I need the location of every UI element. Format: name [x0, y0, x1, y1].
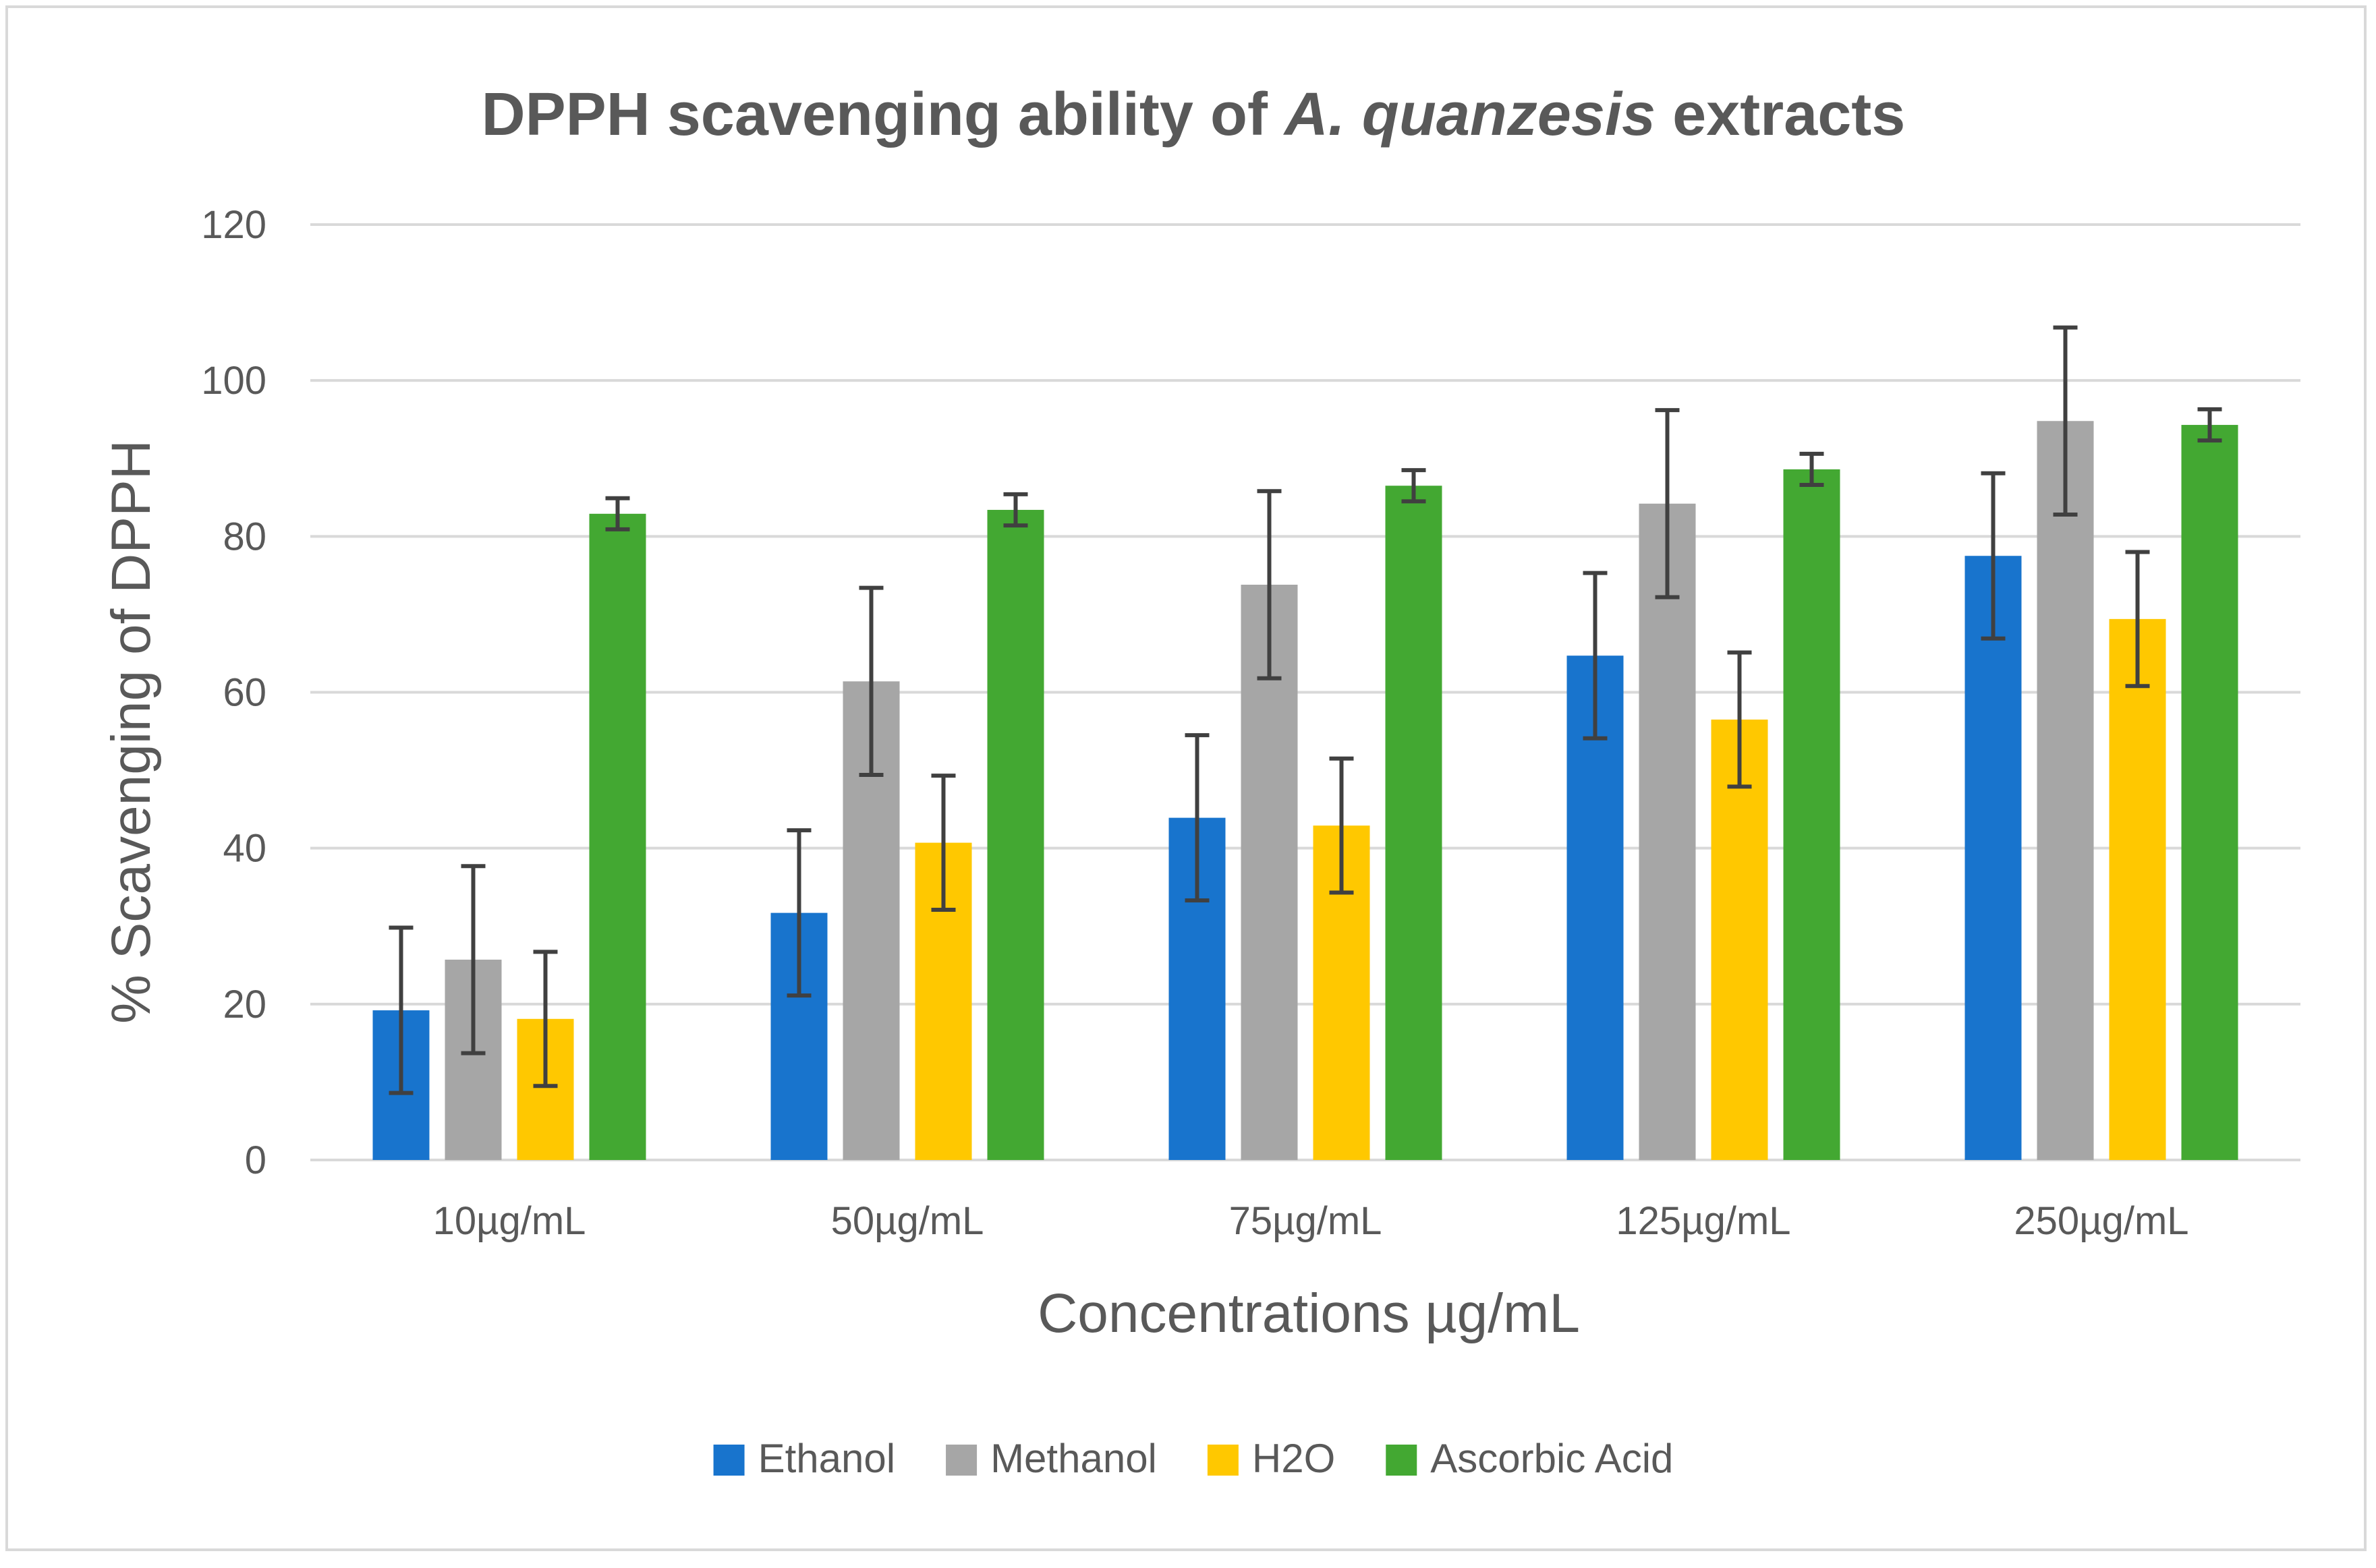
legend: Ethanol Methanol H2O Ascorbic Acid [713, 1436, 1673, 1481]
legend-item: Methanol [946, 1436, 1157, 1481]
error-bar [1003, 492, 1028, 528]
legend-label: Ethanol [758, 1436, 896, 1481]
legend-swatch [713, 1445, 745, 1476]
chart-title-suffix: extracts [1656, 81, 1905, 148]
y-axis-ticks: 0 20 40 60 80 100 120 [201, 203, 266, 1182]
bar-methanol [1639, 503, 1696, 1160]
chart-title-species: A. quanzesis [1283, 81, 1656, 148]
y-tick-label: 40 [223, 827, 266, 871]
error-bar [1583, 571, 1608, 741]
y-tick-label: 0 [245, 1138, 266, 1182]
x-tick-label: 250µg/mL [2014, 1199, 2188, 1243]
error-bar [2197, 407, 2222, 443]
error-bar [787, 828, 812, 998]
y-tick-label: 60 [223, 671, 266, 715]
legend-item: Ethanol [713, 1436, 896, 1481]
x-axis-title: Concentrations µg/mL [1038, 1283, 1580, 1344]
error-bars [389, 325, 2222, 1095]
error-bar [1727, 650, 1752, 789]
bar-ascorbic-acid [987, 510, 1044, 1160]
bar-ascorbic-acid [1385, 486, 1442, 1160]
legend-item: Ascorbic Acid [1386, 1436, 1673, 1481]
y-tick-label: 100 [201, 359, 266, 403]
bar-ascorbic-acid [1783, 469, 1840, 1160]
y-tick-label: 80 [223, 515, 266, 558]
error-bar [389, 925, 414, 1095]
bar-methanol [2037, 421, 2094, 1160]
y-tick-label: 20 [223, 983, 266, 1026]
y-tick-label: 120 [201, 203, 266, 247]
bars [372, 421, 2238, 1160]
legend-item: H2O [1207, 1436, 1335, 1481]
y-axis-title: % Scavenging of DPPH [101, 440, 162, 1024]
error-bar [1329, 756, 1354, 895]
x-tick-label: 50µg/mL [831, 1199, 984, 1243]
bar-ascorbic-acid [2181, 425, 2238, 1160]
legend-swatch [1207, 1445, 1239, 1476]
x-tick-label: 10µg/mL [433, 1199, 586, 1243]
error-bar [533, 950, 558, 1088]
bar-methanol [1241, 584, 1298, 1160]
x-tick-label: 75µg/mL [1229, 1199, 1382, 1243]
x-axis-ticks: 10µg/mL 50µg/mL 75µg/mL 125µg/mL 250µg/mL [433, 1199, 2189, 1243]
chart-title: DPPH scavenging ability of A. quanzesis … [482, 81, 1906, 148]
error-bar [1981, 471, 2006, 641]
legend-label: H2O [1252, 1436, 1335, 1481]
legend-swatch [1386, 1445, 1417, 1476]
legend-label: Methanol [990, 1436, 1157, 1481]
bar-h2o [2109, 618, 2166, 1160]
x-tick-label: 125µg/mL [1616, 1199, 1790, 1243]
error-bar [605, 496, 630, 531]
error-bar [2125, 550, 2150, 689]
bar-ethanol [1964, 556, 2022, 1160]
bar-h2o [1711, 719, 1768, 1160]
chart-title-prefix: DPPH scavenging ability of [482, 81, 1284, 148]
error-bar [859, 585, 884, 778]
error-bar [2053, 325, 2078, 517]
error-bar [931, 774, 956, 912]
legend-label: Ascorbic Acid [1430, 1436, 1673, 1481]
error-bar [1799, 451, 1824, 488]
error-bar [1401, 468, 1426, 504]
error-bar [461, 864, 486, 1055]
legend-swatch [946, 1445, 978, 1476]
error-bar [1257, 489, 1282, 680]
bar-ascorbic-acid [589, 513, 646, 1160]
error-bar [1655, 408, 1680, 600]
error-bar [1185, 733, 1210, 903]
